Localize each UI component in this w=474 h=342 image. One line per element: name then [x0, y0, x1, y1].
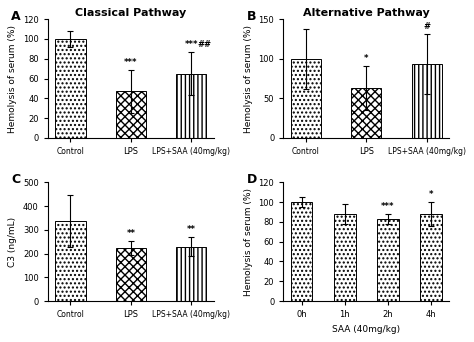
Bar	[55, 221, 85, 301]
Text: **: **	[187, 225, 196, 234]
Text: ##: ##	[198, 40, 211, 49]
Bar	[291, 202, 312, 301]
Y-axis label: Hemolysis of serum (%): Hemolysis of serum (%)	[244, 188, 253, 295]
Text: D: D	[247, 173, 257, 186]
Bar	[377, 219, 399, 301]
Bar	[55, 39, 85, 138]
Bar	[291, 59, 321, 138]
Bar	[176, 74, 206, 138]
Text: #: #	[423, 22, 430, 31]
Title: Classical Pathway: Classical Pathway	[75, 8, 186, 18]
Text: ***: ***	[381, 202, 395, 211]
Text: A: A	[11, 10, 21, 23]
Text: **: **	[127, 229, 136, 238]
Text: C: C	[11, 173, 20, 186]
Bar	[412, 64, 442, 138]
Y-axis label: Hemolysis of serum (%): Hemolysis of serum (%)	[9, 25, 18, 133]
Text: *: *	[364, 54, 369, 63]
Text: *: *	[429, 190, 433, 199]
Bar	[334, 214, 356, 301]
X-axis label: SAA (40mg/kg): SAA (40mg/kg)	[332, 325, 401, 334]
Bar	[116, 91, 146, 138]
Title: Alternative Pathway: Alternative Pathway	[303, 8, 430, 18]
Text: ***: ***	[124, 58, 137, 67]
Y-axis label: Hemolysis of serum (%): Hemolysis of serum (%)	[244, 25, 253, 133]
Bar	[420, 214, 442, 301]
Bar	[176, 247, 206, 301]
Bar	[116, 248, 146, 301]
Text: ***: ***	[184, 40, 198, 49]
Bar	[351, 88, 382, 138]
Y-axis label: C3 (ng/mL): C3 (ng/mL)	[9, 216, 18, 267]
Text: B: B	[247, 10, 256, 23]
